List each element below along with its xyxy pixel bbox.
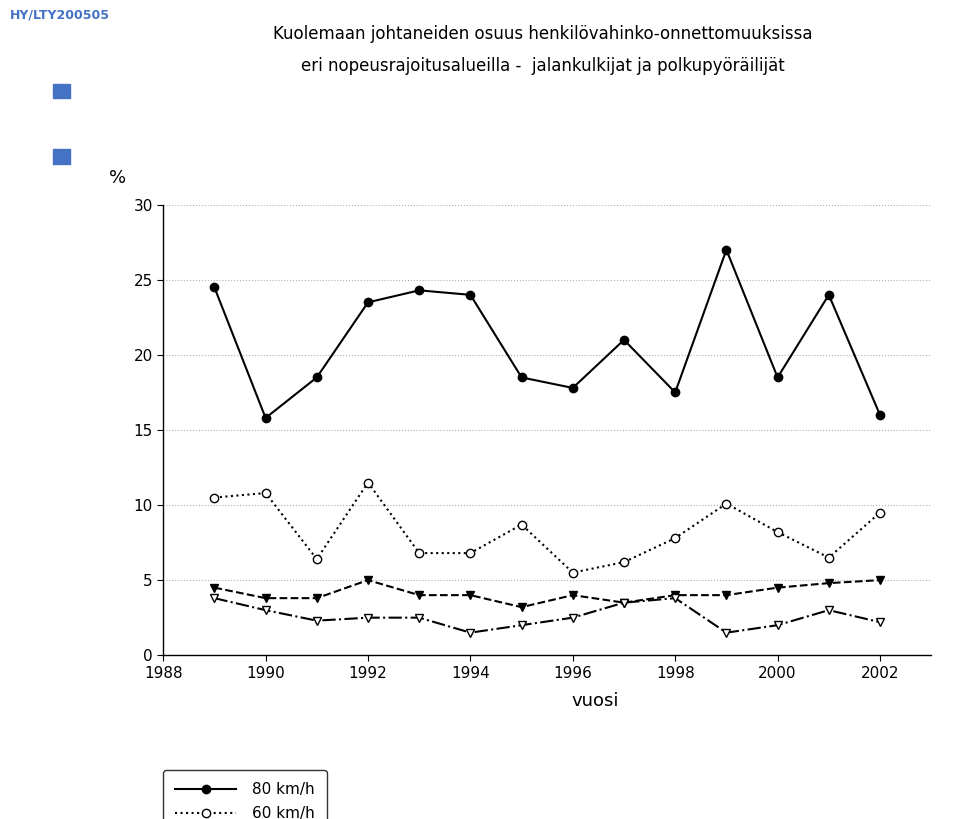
Text: vuosi: vuosi	[571, 692, 619, 710]
Text: eri nopeusrajoitusalueilla -  jalankulkijat ja polkupyöräilijät: eri nopeusrajoitusalueilla - jalankulkij…	[300, 57, 784, 75]
Text: Kuolemaan johtaneiden osuus henkilövahinko-onnettomuuksissa: Kuolemaan johtaneiden osuus henkilövahin…	[273, 25, 812, 43]
Legend: 80 km/h, 60 km/h, 50 km/h, 40 km/h: 80 km/h, 60 km/h, 50 km/h, 40 km/h	[163, 770, 326, 819]
Text: HY/LTY200505: HY/LTY200505	[10, 8, 109, 21]
Text: %: %	[108, 169, 126, 187]
